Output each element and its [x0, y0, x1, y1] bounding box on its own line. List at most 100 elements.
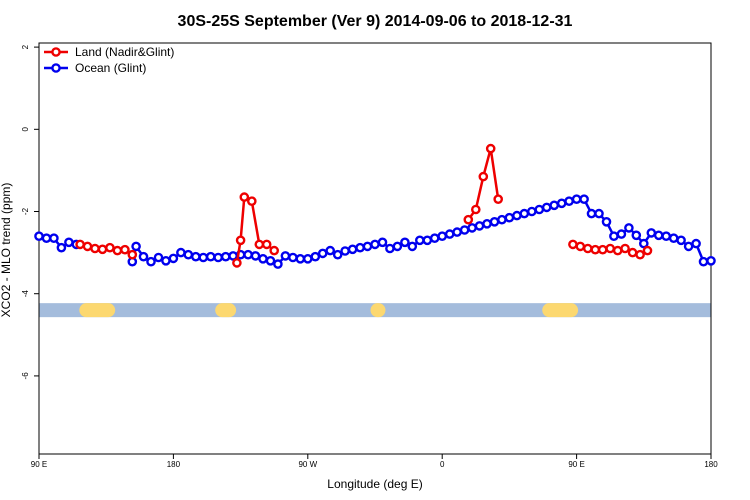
data-point [459, 225, 470, 235]
data-point [590, 244, 601, 255]
data-point [642, 245, 653, 256]
data-point [485, 143, 496, 154]
data-point [261, 239, 272, 250]
series-ocean [34, 194, 716, 269]
data-point [463, 214, 474, 225]
data-point [332, 249, 343, 260]
data-point [41, 233, 52, 243]
x-tick-label: 180 [704, 460, 718, 469]
data-point [355, 242, 365, 253]
land-band-segment [370, 303, 386, 318]
data-point [273, 259, 283, 269]
x-tick-label: 90 E [568, 460, 584, 469]
y-tick-label: 0 [21, 127, 30, 132]
data-point [676, 235, 686, 246]
data-point [75, 239, 85, 250]
data-point [183, 249, 194, 260]
data-point [635, 249, 645, 260]
data-point [691, 238, 701, 249]
data-point [377, 237, 388, 248]
data-point [213, 252, 223, 263]
data-point [575, 241, 586, 252]
x-axis-label: Longitude (deg E) [327, 477, 422, 491]
data-point [556, 198, 567, 209]
land-band-segment [79, 303, 116, 318]
data-point [190, 251, 201, 262]
data-point [605, 243, 616, 254]
x-tick-label: 0 [440, 460, 445, 469]
data-point [668, 233, 679, 243]
data-point [564, 196, 574, 206]
data-point [176, 247, 186, 258]
data-point [56, 242, 67, 253]
data-point [362, 241, 373, 252]
data-point [583, 243, 593, 254]
data-point [482, 218, 492, 229]
data-point [631, 230, 642, 241]
data-point [422, 235, 433, 246]
data-point [246, 196, 257, 206]
x-tick-label: 180 [167, 460, 181, 469]
data-point [706, 255, 716, 266]
data-point [624, 223, 634, 233]
data-point [340, 246, 350, 256]
data-point [112, 245, 123, 256]
data-point [127, 249, 138, 260]
data-point [497, 214, 507, 225]
legend: Land (Nadir&Glint) Ocean (Glint) [44, 45, 174, 75]
data-point [243, 249, 253, 260]
data-point [478, 171, 489, 182]
data-point [400, 237, 410, 248]
data-point [586, 208, 597, 219]
data-point [601, 216, 612, 227]
data-point [620, 243, 630, 254]
data-point [288, 252, 298, 263]
data-point [534, 204, 545, 215]
data-point [527, 206, 537, 217]
data-point [639, 238, 649, 249]
y-tick-label: -6 [21, 372, 30, 380]
data-point [392, 241, 403, 252]
data-point [512, 210, 522, 221]
data-point [205, 251, 216, 262]
data-point [609, 231, 619, 241]
data-point [265, 255, 276, 266]
legend-label: Ocean (Glint) [75, 61, 146, 75]
data-point [64, 237, 74, 248]
data-point [452, 227, 462, 237]
data-point [49, 233, 59, 243]
y-tick-label: -2 [21, 207, 30, 215]
data-point [120, 244, 130, 255]
data-point [146, 256, 156, 267]
data-point [407, 241, 418, 252]
data-point [385, 243, 395, 254]
legend-marker [51, 63, 61, 73]
data-point [250, 251, 261, 261]
data-point [82, 241, 93, 252]
data-point [347, 244, 358, 255]
data-point [616, 229, 627, 239]
legend-label: Land (Nadir&Glint) [75, 45, 174, 59]
data-point [646, 228, 657, 238]
y-tick-label: -4 [21, 290, 30, 298]
data-point [594, 208, 604, 219]
data-point [467, 223, 477, 233]
plot-area: 90 E 180 90 W 0 90 E 180 2 0 -2 -4 -6 [21, 42, 718, 469]
data-point [153, 252, 164, 263]
data-point [254, 239, 265, 250]
data-point [597, 244, 608, 255]
data-point [280, 251, 291, 261]
data-point [627, 247, 638, 258]
data-point [568, 239, 578, 250]
data-point [325, 245, 336, 256]
data-point [429, 233, 440, 243]
land-band-segment [542, 303, 579, 318]
data-point [295, 253, 306, 264]
data-point [474, 221, 485, 231]
data-point [683, 241, 694, 252]
data-point [168, 253, 179, 264]
plot-frame [38, 42, 712, 455]
y-tick-label: 2 [21, 44, 30, 49]
data-point [504, 212, 515, 223]
